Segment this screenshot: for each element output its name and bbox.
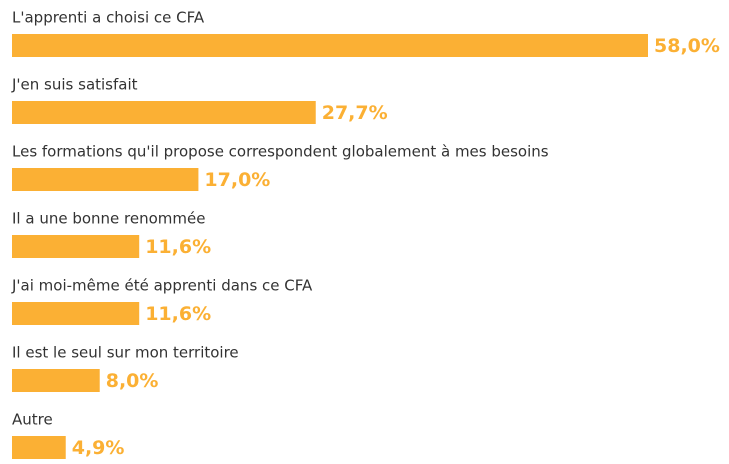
bar [12,168,199,191]
category-label: J'en suis satisfait [11,76,138,94]
category-label: Il a une bonne renommée [12,210,205,228]
value-label: 11,6% [145,303,211,325]
value-label: 11,6% [145,236,211,258]
value-label: 58,0% [654,35,720,57]
bar [12,436,66,459]
bar [12,101,316,124]
value-label: 8,0% [106,370,159,392]
category-label: Il est le seul sur mon territoire [12,344,239,362]
bar [12,235,140,258]
value-label: 27,7% [322,102,388,124]
category-label: Les formations qu'il propose corresponde… [12,143,549,161]
value-label: 17,0% [204,169,270,191]
bar [12,302,140,325]
category-label: Autre [12,411,53,429]
category-label: J'ai moi-même été apprenti dans ce CFA [11,277,313,295]
value-label: 4,9% [72,437,125,459]
bar [12,369,100,392]
category-label: L'apprenti a choisi ce CFA [12,9,205,27]
bar [12,34,648,57]
